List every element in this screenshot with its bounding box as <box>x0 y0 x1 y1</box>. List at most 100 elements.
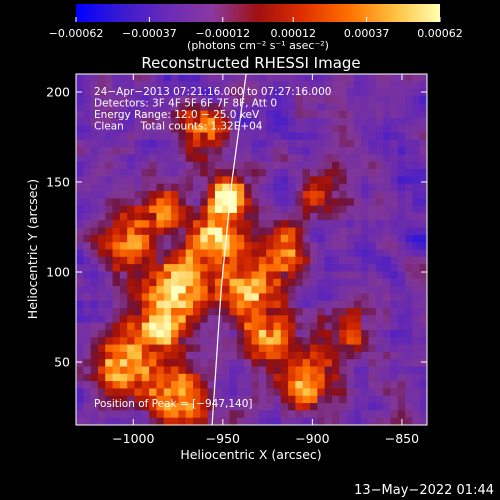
heatmap-cell <box>193 271 201 280</box>
heatmap-cell <box>353 154 362 163</box>
heatmap-cell <box>119 88 128 97</box>
heatmap-cell <box>76 373 84 382</box>
heatmap-cell <box>346 278 355 287</box>
heatmap-cell <box>83 373 92 382</box>
heatmap-cell <box>112 81 121 90</box>
heatmap-cell <box>149 220 158 229</box>
heatmap-cell <box>251 198 260 207</box>
heatmap-cell <box>207 103 216 112</box>
y-tick-label: 100 <box>46 265 70 280</box>
heatmap-cell <box>251 286 260 294</box>
heatmap-cell <box>266 154 275 163</box>
heatmap-cell <box>258 410 267 419</box>
heatmap-cell <box>112 388 121 397</box>
heatmap-cell <box>163 315 172 324</box>
heatmap-cell <box>222 205 231 214</box>
heatmap-cell <box>178 110 187 119</box>
heatmap-cell <box>310 359 318 368</box>
heatmap-cell <box>171 147 179 156</box>
heatmap-cell <box>405 293 413 302</box>
heatmap-cell <box>397 220 406 229</box>
heatmap-cell <box>397 110 406 119</box>
heatmap-cell <box>222 103 231 112</box>
heatmap-cell <box>375 183 384 192</box>
heatmap-cell <box>302 81 311 90</box>
heatmap-cell <box>375 154 384 163</box>
heatmap-cell <box>266 256 275 265</box>
heatmap-cell <box>331 351 340 360</box>
heatmap-cell <box>383 388 392 397</box>
heatmap-cell <box>302 329 311 338</box>
heatmap-cell <box>112 176 121 185</box>
heatmap-cell <box>207 234 216 243</box>
heatmap-cell <box>251 74 260 82</box>
heatmap-cell <box>288 249 296 258</box>
heatmap-cell <box>207 242 216 251</box>
heatmap-cell <box>105 366 114 375</box>
heatmap-cell <box>193 95 201 104</box>
heatmap-cell <box>331 227 340 236</box>
heatmap-cell <box>302 132 311 141</box>
heatmap-cell <box>302 125 311 134</box>
heatmap-cell <box>149 154 158 163</box>
heatmap-cell <box>149 147 158 156</box>
heatmap-cell <box>383 322 392 331</box>
x-tick-label: −850 <box>385 431 419 446</box>
heatmap-cell <box>419 373 427 382</box>
heatmap-cell <box>302 103 311 112</box>
heatmap-cell <box>90 417 99 425</box>
heatmap-cell <box>185 154 194 163</box>
heatmap-cell <box>397 95 406 104</box>
heatmap-cell <box>127 417 136 425</box>
heatmap-cell <box>76 234 84 243</box>
heatmap-cell <box>178 154 187 163</box>
heatmap-cell <box>119 315 128 324</box>
heatmap-cell <box>375 110 384 119</box>
heatmap-cell <box>141 403 150 411</box>
heatmap-cell <box>90 161 99 170</box>
heatmap-cell <box>200 286 209 294</box>
heatmap-cell <box>258 125 267 134</box>
heatmap-cell <box>141 191 150 199</box>
heatmap-cell <box>105 95 114 104</box>
heatmap-cell <box>236 220 245 229</box>
heatmap-cell <box>185 278 194 287</box>
heatmap-cell <box>258 344 267 353</box>
heatmap-cell <box>105 286 114 294</box>
heatmap-cell <box>149 403 158 411</box>
heatmap-cell <box>251 242 260 251</box>
heatmap-cell <box>339 381 348 390</box>
heatmap-cell <box>368 373 377 382</box>
heatmap-cell <box>207 373 216 382</box>
colorbar-tick-label: 0.00037 <box>344 27 390 40</box>
heatmap-cell <box>390 110 399 119</box>
heatmap-cell <box>405 271 413 280</box>
x-tick-label: −900 <box>295 431 329 446</box>
heatmap-cell <box>119 176 128 185</box>
heatmap-cell <box>295 249 304 258</box>
heatmap-cell <box>273 161 282 170</box>
heatmap-cell <box>251 300 260 309</box>
heatmap-cell <box>171 81 179 90</box>
heatmap-cell <box>214 351 223 360</box>
heatmap-cell <box>397 176 406 185</box>
heatmap-cell <box>310 227 318 236</box>
heatmap-cell <box>214 161 223 170</box>
heatmap-cell <box>163 308 172 316</box>
heatmap-cell <box>171 161 179 170</box>
heatmap-cell <box>149 300 158 309</box>
heatmap-cell <box>236 359 245 368</box>
heatmap-cell <box>324 154 333 163</box>
heatmap-cell <box>156 373 165 382</box>
heatmap-cell <box>353 315 362 324</box>
heatmap-cell <box>83 264 92 273</box>
heatmap-cell <box>331 344 340 353</box>
heatmap-cell <box>149 256 158 265</box>
heatmap-cell <box>383 154 392 163</box>
heatmap-cell <box>185 198 194 207</box>
heatmap-cell <box>288 212 296 221</box>
heatmap-cell <box>149 359 158 368</box>
heatmap-cell <box>236 395 245 404</box>
heatmap-cell <box>229 403 238 411</box>
heatmap-cell <box>214 264 223 273</box>
